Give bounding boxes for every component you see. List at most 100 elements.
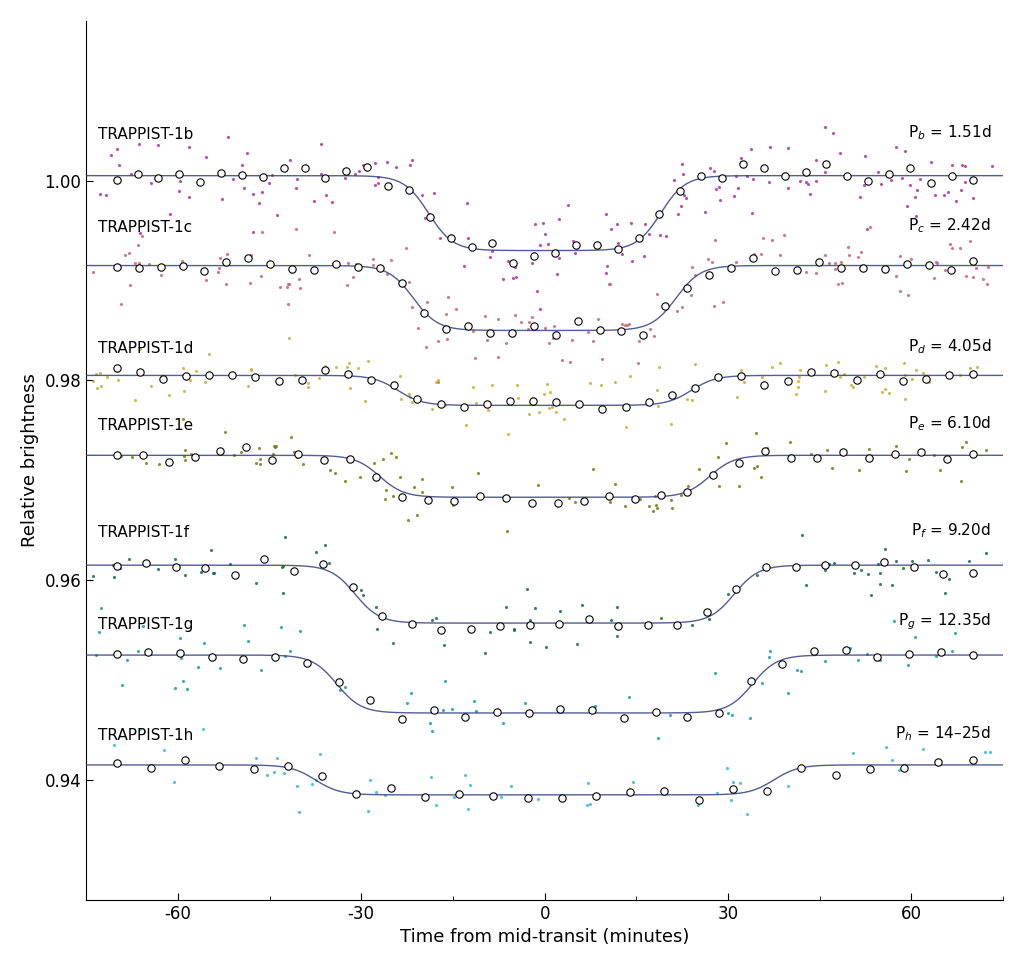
Point — [282, 643, 298, 659]
Point — [746, 459, 763, 475]
Point — [254, 184, 270, 199]
Point — [839, 168, 855, 184]
Point — [181, 189, 198, 204]
Point — [529, 791, 546, 806]
Point — [131, 255, 147, 271]
Point — [124, 450, 140, 465]
Point — [505, 271, 521, 286]
Point — [691, 461, 708, 477]
Point — [468, 704, 484, 719]
Point — [498, 600, 514, 615]
Point — [590, 311, 606, 327]
Point — [198, 150, 214, 165]
Point — [445, 493, 462, 509]
Point — [746, 246, 763, 261]
Point — [798, 577, 814, 593]
Point — [908, 182, 925, 197]
Point — [460, 231, 476, 247]
Point — [928, 565, 944, 580]
Point — [470, 465, 486, 481]
Point — [744, 248, 761, 263]
Point — [958, 434, 975, 450]
Point — [394, 489, 411, 505]
Point — [862, 762, 879, 777]
Point — [718, 435, 734, 451]
Point — [87, 647, 103, 662]
Point — [728, 581, 744, 597]
Point — [902, 161, 919, 176]
Point — [458, 417, 474, 432]
Point — [457, 767, 473, 782]
Point — [435, 703, 452, 718]
Point — [340, 366, 356, 381]
Point — [341, 356, 357, 371]
Point — [315, 557, 332, 572]
Point — [294, 372, 310, 388]
Point — [591, 322, 607, 337]
Point — [896, 392, 912, 407]
Point — [922, 374, 938, 390]
Point — [759, 441, 775, 456]
Point — [482, 249, 499, 265]
Point — [210, 264, 226, 279]
Point — [977, 744, 993, 759]
Point — [741, 710, 758, 725]
Point — [424, 401, 440, 417]
Point — [291, 805, 307, 820]
Point — [653, 487, 670, 503]
Point — [617, 420, 634, 435]
Point — [342, 380, 358, 396]
Point — [299, 656, 315, 671]
Point — [322, 462, 338, 478]
Point — [613, 247, 630, 262]
Point — [366, 455, 382, 471]
Point — [383, 446, 399, 461]
Point — [647, 488, 664, 504]
Point — [88, 366, 104, 382]
Point — [114, 449, 130, 464]
Text: P$_c$ = 2.42d: P$_c$ = 2.42d — [908, 217, 991, 235]
Point — [732, 362, 749, 377]
Point — [783, 450, 800, 465]
Point — [276, 530, 293, 545]
Point — [928, 649, 944, 664]
Point — [631, 230, 647, 246]
Point — [97, 188, 114, 203]
Point — [794, 760, 810, 776]
Point — [674, 156, 690, 171]
Point — [190, 659, 207, 675]
Point — [339, 359, 355, 374]
Point — [656, 783, 673, 799]
Point — [369, 622, 385, 637]
Point — [472, 488, 488, 504]
Point — [536, 216, 552, 231]
Point — [400, 274, 417, 289]
Point — [754, 369, 770, 385]
Point — [233, 167, 250, 183]
Point — [484, 235, 501, 250]
Point — [956, 174, 973, 190]
Point — [213, 191, 229, 207]
Point — [233, 444, 250, 459]
Point — [508, 270, 524, 285]
Point — [479, 332, 496, 347]
Point — [787, 559, 804, 574]
Point — [489, 311, 506, 327]
Point — [589, 237, 605, 252]
Point — [419, 294, 435, 309]
Point — [300, 375, 316, 391]
Point — [337, 679, 353, 694]
Point — [968, 260, 984, 276]
Point — [908, 362, 925, 377]
Point — [422, 716, 438, 731]
Point — [500, 253, 516, 269]
Point — [380, 178, 396, 193]
Point — [262, 256, 279, 272]
Point — [371, 169, 387, 185]
Point — [391, 368, 408, 384]
Point — [311, 746, 328, 761]
Point — [368, 156, 384, 171]
Point — [109, 646, 125, 661]
Point — [932, 462, 948, 478]
Point — [254, 224, 270, 240]
